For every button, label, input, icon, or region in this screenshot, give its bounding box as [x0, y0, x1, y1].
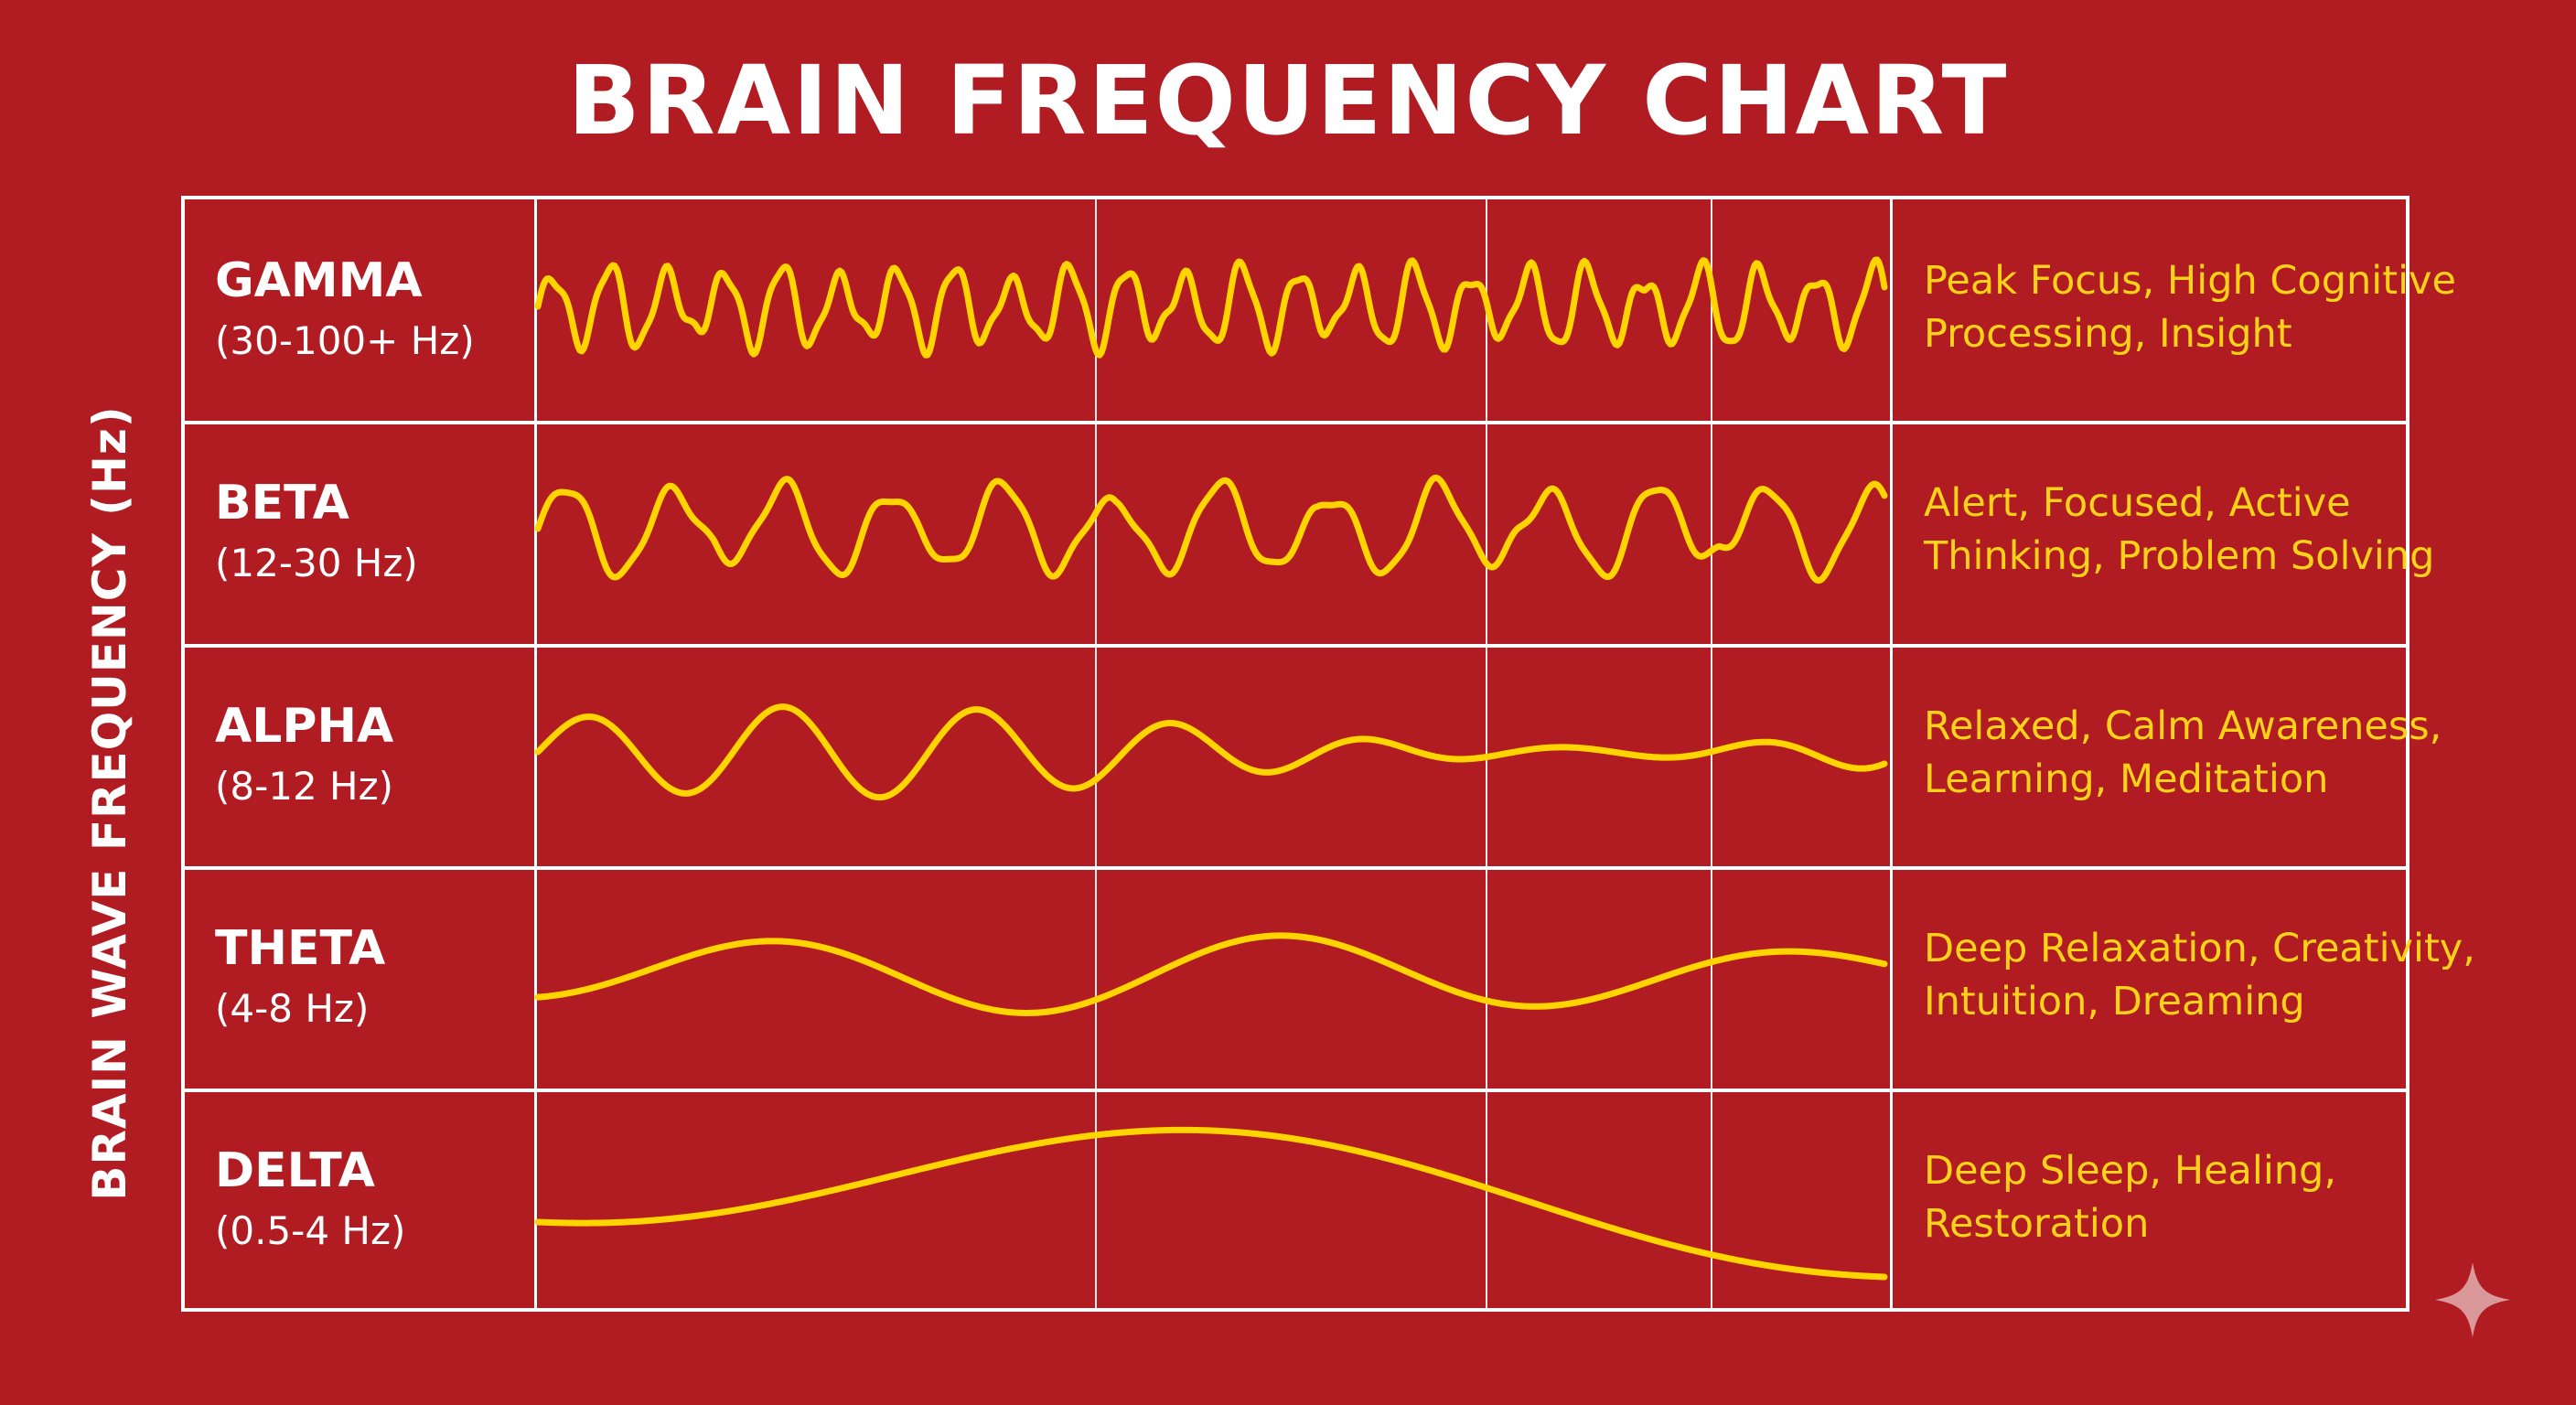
band-description-gamma: Peak Focus, High Cognitive Processing, In… — [1924, 258, 2456, 357]
grid-line-vertical — [1486, 199, 1487, 1308]
waveform-theta — [534, 932, 1888, 1016]
grid-line-horizontal — [185, 644, 2406, 648]
band-range-beta: (12-30 Hz) — [215, 541, 418, 585]
band-description-theta: Deep Relaxation, Creativity, Intuition, D… — [1924, 926, 2475, 1024]
band-range-alpha: (8-12 Hz) — [215, 764, 394, 809]
band-name-alpha: ALPHA — [215, 699, 394, 754]
band-name-gamma: GAMMA — [215, 253, 423, 308]
band-name-theta: THETA — [215, 921, 386, 976]
grid-line-horizontal — [185, 421, 2406, 424]
grid-divider-description-column — [1890, 199, 1893, 1308]
band-description-beta: Alert, Focused, Active Thinking, Problem … — [1924, 480, 2435, 579]
grid-line-horizontal — [185, 1089, 2406, 1092]
waveform-beta — [534, 474, 1888, 585]
waveform-delta — [534, 1126, 1888, 1281]
grid-line-vertical — [1095, 199, 1097, 1308]
band-description-delta: Deep Sleep, Healing, Restoration — [1924, 1148, 2337, 1247]
band-range-theta: (4-8 Hz) — [215, 986, 370, 1031]
waveform-gamma — [534, 256, 1888, 359]
band-name-beta: BETA — [215, 476, 349, 531]
band-name-delta: DELTA — [215, 1143, 375, 1198]
band-range-delta: (0.5-4 Hz) — [215, 1208, 406, 1253]
sparkle-icon — [2435, 1262, 2510, 1337]
waveform-alpha — [534, 703, 1888, 801]
chart-title: BRAIN FREQUENCY CHART — [567, 45, 2009, 156]
band-description-alpha: Relaxed, Calm Awareness, Learning, Medita… — [1924, 703, 2442, 802]
band-range-gamma: (30-100+ Hz) — [215, 318, 475, 363]
grid-line-horizontal — [185, 866, 2406, 870]
